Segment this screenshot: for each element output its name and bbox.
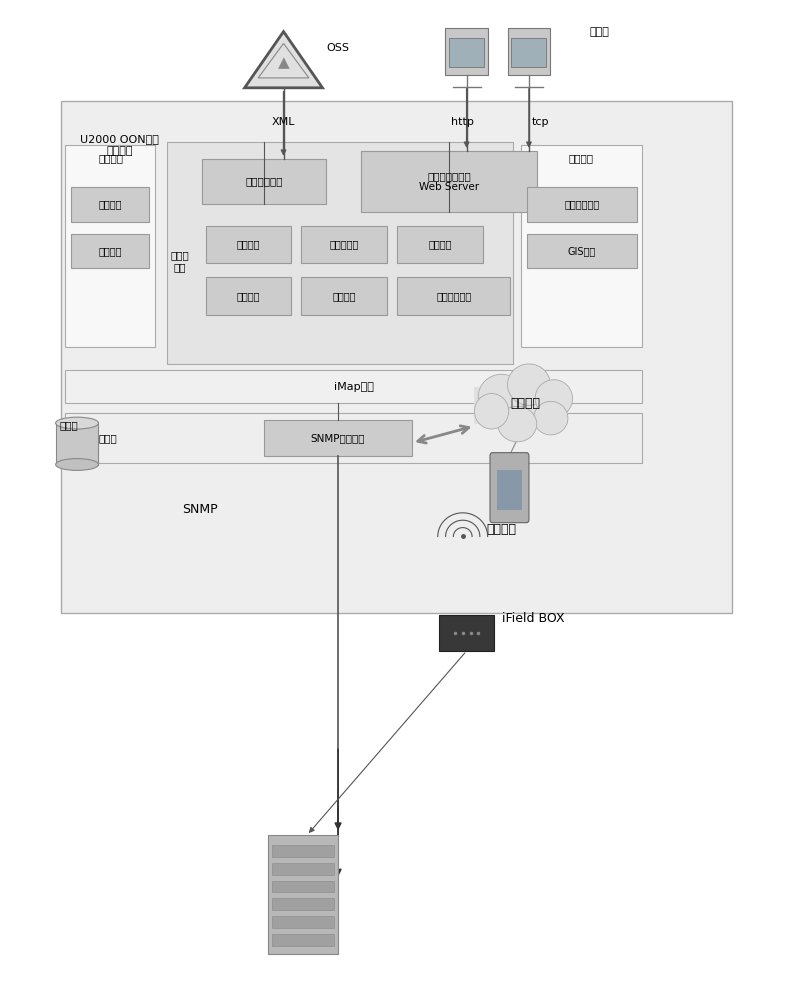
FancyBboxPatch shape <box>205 277 291 315</box>
Text: 客户端接口组件
Web Server: 客户端接口组件 Web Server <box>419 171 479 192</box>
Text: U2000 OON网管
软件结构: U2000 OON网管 软件结构 <box>80 134 159 156</box>
FancyBboxPatch shape <box>272 934 334 946</box>
Text: GIS平台: GIS平台 <box>568 246 596 256</box>
FancyBboxPatch shape <box>474 387 568 424</box>
FancyBboxPatch shape <box>272 845 334 857</box>
Text: 管线模块: 管线模块 <box>569 153 594 163</box>
FancyBboxPatch shape <box>397 277 510 315</box>
Text: 光路由管理: 光路由管理 <box>330 240 359 250</box>
Text: 蓝牙通信: 蓝牙通信 <box>486 523 516 536</box>
FancyBboxPatch shape <box>201 159 327 204</box>
Ellipse shape <box>56 417 98 429</box>
FancyBboxPatch shape <box>264 420 412 456</box>
Text: 管线资源管理: 管线资源管理 <box>565 200 600 210</box>
Text: 协议层: 协议层 <box>99 433 117 443</box>
Text: 系统管理: 系统管理 <box>332 291 356 301</box>
Text: 应用层
组件: 应用层 组件 <box>170 251 190 272</box>
Ellipse shape <box>474 393 508 429</box>
FancyBboxPatch shape <box>272 863 334 875</box>
Text: XML: XML <box>272 117 295 127</box>
Text: SNMP: SNMP <box>182 503 217 516</box>
FancyBboxPatch shape <box>301 226 387 263</box>
FancyBboxPatch shape <box>397 226 483 263</box>
Text: 监控工具: 监控工具 <box>98 200 121 210</box>
Ellipse shape <box>534 401 568 435</box>
FancyBboxPatch shape <box>167 142 513 364</box>
Text: OSS: OSS <box>327 43 350 53</box>
Text: tcp: tcp <box>532 117 550 127</box>
Text: iMap平台: iMap平台 <box>334 382 374 392</box>
FancyBboxPatch shape <box>449 38 485 67</box>
Ellipse shape <box>535 380 573 417</box>
Text: 运营管理: 运营管理 <box>428 240 452 250</box>
Text: 无线网络: 无线网络 <box>510 397 540 410</box>
Ellipse shape <box>498 406 537 442</box>
FancyBboxPatch shape <box>272 881 334 892</box>
FancyBboxPatch shape <box>439 615 494 651</box>
FancyBboxPatch shape <box>527 187 638 222</box>
Text: 工程管理: 工程管理 <box>237 240 260 250</box>
Text: iField BOX: iField BOX <box>502 612 565 625</box>
FancyBboxPatch shape <box>65 413 642 463</box>
FancyBboxPatch shape <box>62 101 731 613</box>
FancyBboxPatch shape <box>71 187 149 222</box>
Text: 数据库: 数据库 <box>60 420 79 430</box>
FancyBboxPatch shape <box>71 234 149 268</box>
FancyBboxPatch shape <box>521 145 642 347</box>
Text: SNMP协议组件: SNMP协议组件 <box>311 433 366 443</box>
Text: ▲: ▲ <box>278 55 289 70</box>
FancyBboxPatch shape <box>362 151 537 212</box>
Text: 设备管理: 设备管理 <box>237 291 260 301</box>
Ellipse shape <box>508 364 550 405</box>
Text: 备控工具: 备控工具 <box>98 246 121 256</box>
FancyBboxPatch shape <box>65 145 155 347</box>
FancyBboxPatch shape <box>301 277 387 315</box>
FancyBboxPatch shape <box>527 234 638 268</box>
FancyBboxPatch shape <box>490 453 529 523</box>
FancyBboxPatch shape <box>445 28 488 75</box>
Text: 北向接口模块: 北向接口模块 <box>245 176 283 186</box>
FancyBboxPatch shape <box>272 916 334 928</box>
FancyBboxPatch shape <box>268 835 338 954</box>
Text: 用户安全管理: 用户安全管理 <box>436 291 471 301</box>
Text: http: http <box>451 117 474 127</box>
FancyBboxPatch shape <box>497 470 522 510</box>
Text: 工具组件: 工具组件 <box>98 153 123 163</box>
Ellipse shape <box>478 374 525 419</box>
Text: 客户端: 客户端 <box>589 27 609 37</box>
FancyBboxPatch shape <box>65 370 642 403</box>
FancyBboxPatch shape <box>56 423 98 464</box>
FancyBboxPatch shape <box>272 898 334 910</box>
FancyBboxPatch shape <box>205 226 291 263</box>
FancyBboxPatch shape <box>511 38 546 67</box>
Polygon shape <box>244 32 323 88</box>
FancyBboxPatch shape <box>508 28 550 75</box>
Ellipse shape <box>56 459 98 470</box>
